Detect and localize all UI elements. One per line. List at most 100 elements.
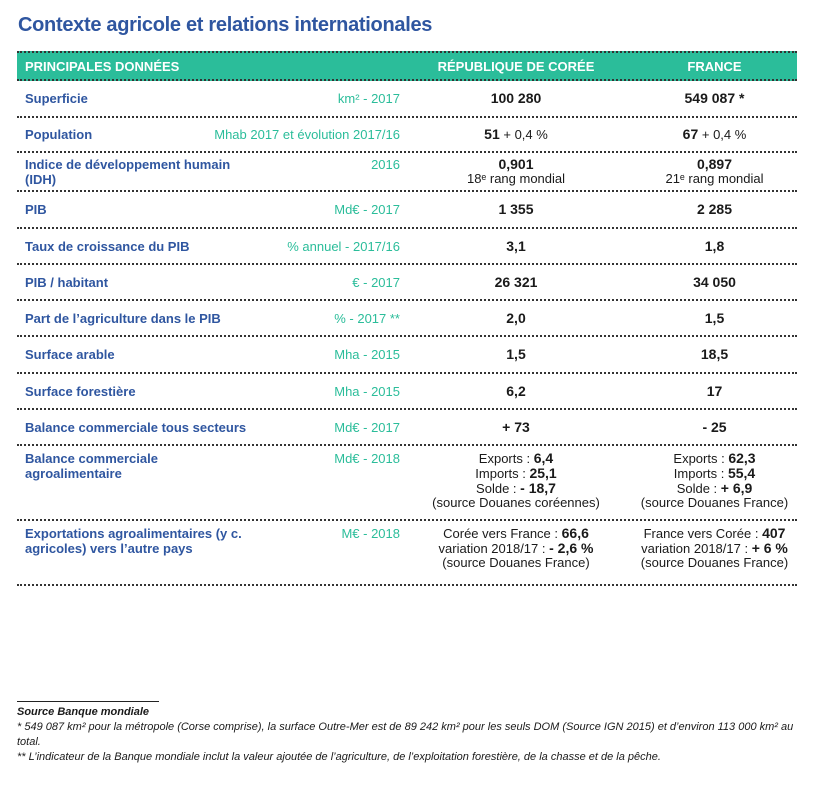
value-line: 549 087 * bbox=[632, 90, 797, 107]
row-header: PIB / habitant € - 2017 bbox=[17, 275, 400, 290]
value-text: 1,5 bbox=[704, 309, 725, 326]
footnotes: Source Banque mondiale * 549 087 km² pou… bbox=[17, 701, 797, 765]
table-header: PRINCIPALES DONNÉES RÉPUBLIQUE DE CORÉE … bbox=[17, 51, 797, 81]
value-line: 2 285 bbox=[632, 201, 797, 218]
france-value: 18,5 bbox=[632, 346, 797, 363]
value-text: Exports : bbox=[478, 451, 534, 466]
value-line: 2,0 bbox=[400, 310, 632, 327]
row-header: Indice de développement humain (IDH) 2016 bbox=[17, 157, 400, 187]
value-text: 1,5 bbox=[506, 346, 526, 362]
row-label: Part de l’agriculture dans le PIB bbox=[25, 310, 221, 326]
france-value: - 25 bbox=[632, 419, 797, 436]
row-unit: Mhab 2017 et évolution 2017/16 bbox=[214, 127, 400, 142]
value-line: 1 355 bbox=[400, 201, 632, 218]
table-row: PIB Md€ - 2017 1 355 2 285 bbox=[17, 192, 797, 229]
france-value: France vers Corée : 407 variation 2018/17… bbox=[632, 526, 797, 570]
header-france: FRANCE bbox=[687, 58, 742, 74]
table-row: Part de l’agriculture dans le PIB % - 201… bbox=[17, 301, 797, 337]
value-text: 3,1 bbox=[506, 237, 526, 254]
value-line: 21ᵉ rang mondial bbox=[632, 172, 797, 186]
value-text: (source Douanes France) bbox=[640, 495, 789, 510]
row-label: Balance commerciale agroalimentaire bbox=[25, 451, 158, 481]
row-label: PIB / habitant bbox=[25, 274, 109, 290]
value-text: Imports : bbox=[673, 466, 728, 481]
value-line: (source Douanes France) bbox=[632, 556, 797, 570]
value-line: Exports : 62,3 bbox=[632, 451, 797, 466]
row-label: Taux de croissance du PIB bbox=[25, 238, 190, 254]
footnote-source: Source Banque mondiale bbox=[17, 706, 150, 718]
value-line: variation 2018/17 : - 2,6 % bbox=[400, 541, 632, 556]
value-text: + 6,9 bbox=[720, 480, 753, 496]
row-header: Balance commerciale tous secteurs Md€ - 2… bbox=[17, 420, 400, 435]
value-line: 34 050 bbox=[632, 274, 797, 291]
row-label: Surface arable bbox=[25, 347, 115, 362]
value-text: 0,901 bbox=[498, 156, 534, 172]
value-text: 25,1 bbox=[529, 465, 557, 481]
row-header: PIB Md€ - 2017 bbox=[17, 202, 400, 217]
value-text: - 25 bbox=[702, 418, 727, 435]
row-unit: 2016 bbox=[371, 156, 400, 172]
value-text: Solde : bbox=[676, 481, 721, 496]
value-text: (source Douanes France) bbox=[640, 555, 789, 570]
value-line: 6,2 bbox=[400, 383, 632, 400]
row-header: Population Mhab 2017 et évolution 2017/16 bbox=[17, 127, 400, 142]
value-line: Solde : - 18,7 bbox=[400, 481, 632, 496]
row-header: Balance commerciale agroalimentaire Md€ -… bbox=[17, 451, 400, 481]
value-line: (source Douanes France) bbox=[632, 496, 797, 510]
korea-value: Exports : 6,4 Imports : 25,1 Solde : - 18,… bbox=[400, 451, 632, 510]
value-line: variation 2018/17 : + 6 % bbox=[632, 541, 797, 556]
value-text: 6,2 bbox=[506, 382, 526, 399]
korea-value: + 73 bbox=[400, 419, 632, 436]
france-value: 1,5 bbox=[632, 310, 797, 327]
value-text: Imports : bbox=[475, 466, 530, 481]
korea-value: 1,5 bbox=[400, 346, 632, 363]
value-text: 6,4 bbox=[533, 450, 554, 466]
row-header: Taux de croissance du PIB % annuel - 2017… bbox=[17, 239, 400, 254]
footnote-1: * 549 087 km² pour la métropole (Corse c… bbox=[17, 721, 794, 748]
france-value: 34 050 bbox=[632, 274, 797, 291]
korea-value: 6,2 bbox=[400, 383, 632, 400]
value-line: 17 bbox=[632, 383, 797, 400]
row-header: Surface forestière Mha - 2015 bbox=[17, 384, 400, 399]
korea-value: 26 321 bbox=[400, 274, 632, 291]
value-line: 51 + 0,4 % bbox=[400, 126, 632, 143]
row-label: PIB bbox=[25, 202, 47, 217]
value-line: Imports : 25,1 bbox=[400, 466, 632, 481]
row-label: Balance commerciale tous secteurs bbox=[25, 419, 247, 435]
value-text: 549 087 * bbox=[684, 90, 745, 106]
value-line: France vers Corée : 407 bbox=[632, 526, 797, 541]
table-row: Balance commerciale tous secteurs Md€ - 2… bbox=[17, 410, 797, 446]
value-text: 62,3 bbox=[728, 450, 756, 466]
row-label: Exportations agroalimentaires (y c. agri… bbox=[25, 526, 242, 556]
value-text: France vers Corée : bbox=[643, 526, 763, 541]
table-body: Superficie km² - 2017 100 280 549 087 * Popu… bbox=[17, 81, 797, 586]
value-text: 1,8 bbox=[704, 237, 725, 254]
value-line: 1,8 bbox=[632, 238, 797, 255]
korea-value: 51 + 0,4 % bbox=[400, 126, 632, 143]
value-text: + 73 bbox=[502, 418, 530, 435]
footnote-2: ** L’indicateur de la Banque mondiale in… bbox=[17, 751, 661, 763]
value-line: 1,5 bbox=[400, 346, 632, 363]
value-text: variation 2018/17 : bbox=[641, 541, 752, 556]
row-unit: km² - 2017 bbox=[337, 91, 400, 106]
table-row: Indice de développement humain (IDH) 2016… bbox=[17, 153, 797, 192]
row-unit: Md€ - 2017 bbox=[334, 202, 400, 217]
value-line: - 25 bbox=[632, 419, 797, 436]
value-text: 100 280 bbox=[490, 90, 542, 106]
value-text: 55,4 bbox=[727, 465, 756, 481]
value-line: Exports : 6,4 bbox=[400, 451, 632, 466]
header-korea: RÉPUBLIQUE DE CORÉE bbox=[437, 58, 595, 74]
value-text: + 6 % bbox=[751, 540, 788, 556]
france-value: Exports : 62,3 Imports : 55,4 Solde : + 6,… bbox=[632, 451, 797, 510]
value-text: - 18,7 bbox=[520, 480, 556, 496]
row-unit: Md€ - 2017 bbox=[334, 419, 400, 435]
value-text: 34 050 bbox=[693, 273, 736, 290]
value-line: Imports : 55,4 bbox=[632, 466, 797, 481]
france-value: 17 bbox=[632, 383, 797, 400]
value-line: 18ᵉ rang mondial bbox=[400, 172, 632, 186]
korea-value: 3,1 bbox=[400, 238, 632, 255]
row-unit: % - 2017 ** bbox=[334, 310, 400, 326]
value-text: (source Douanes France) bbox=[442, 555, 590, 570]
row-header: Surface arable Mha - 2015 bbox=[17, 347, 400, 362]
value-text: 407 bbox=[762, 525, 786, 541]
